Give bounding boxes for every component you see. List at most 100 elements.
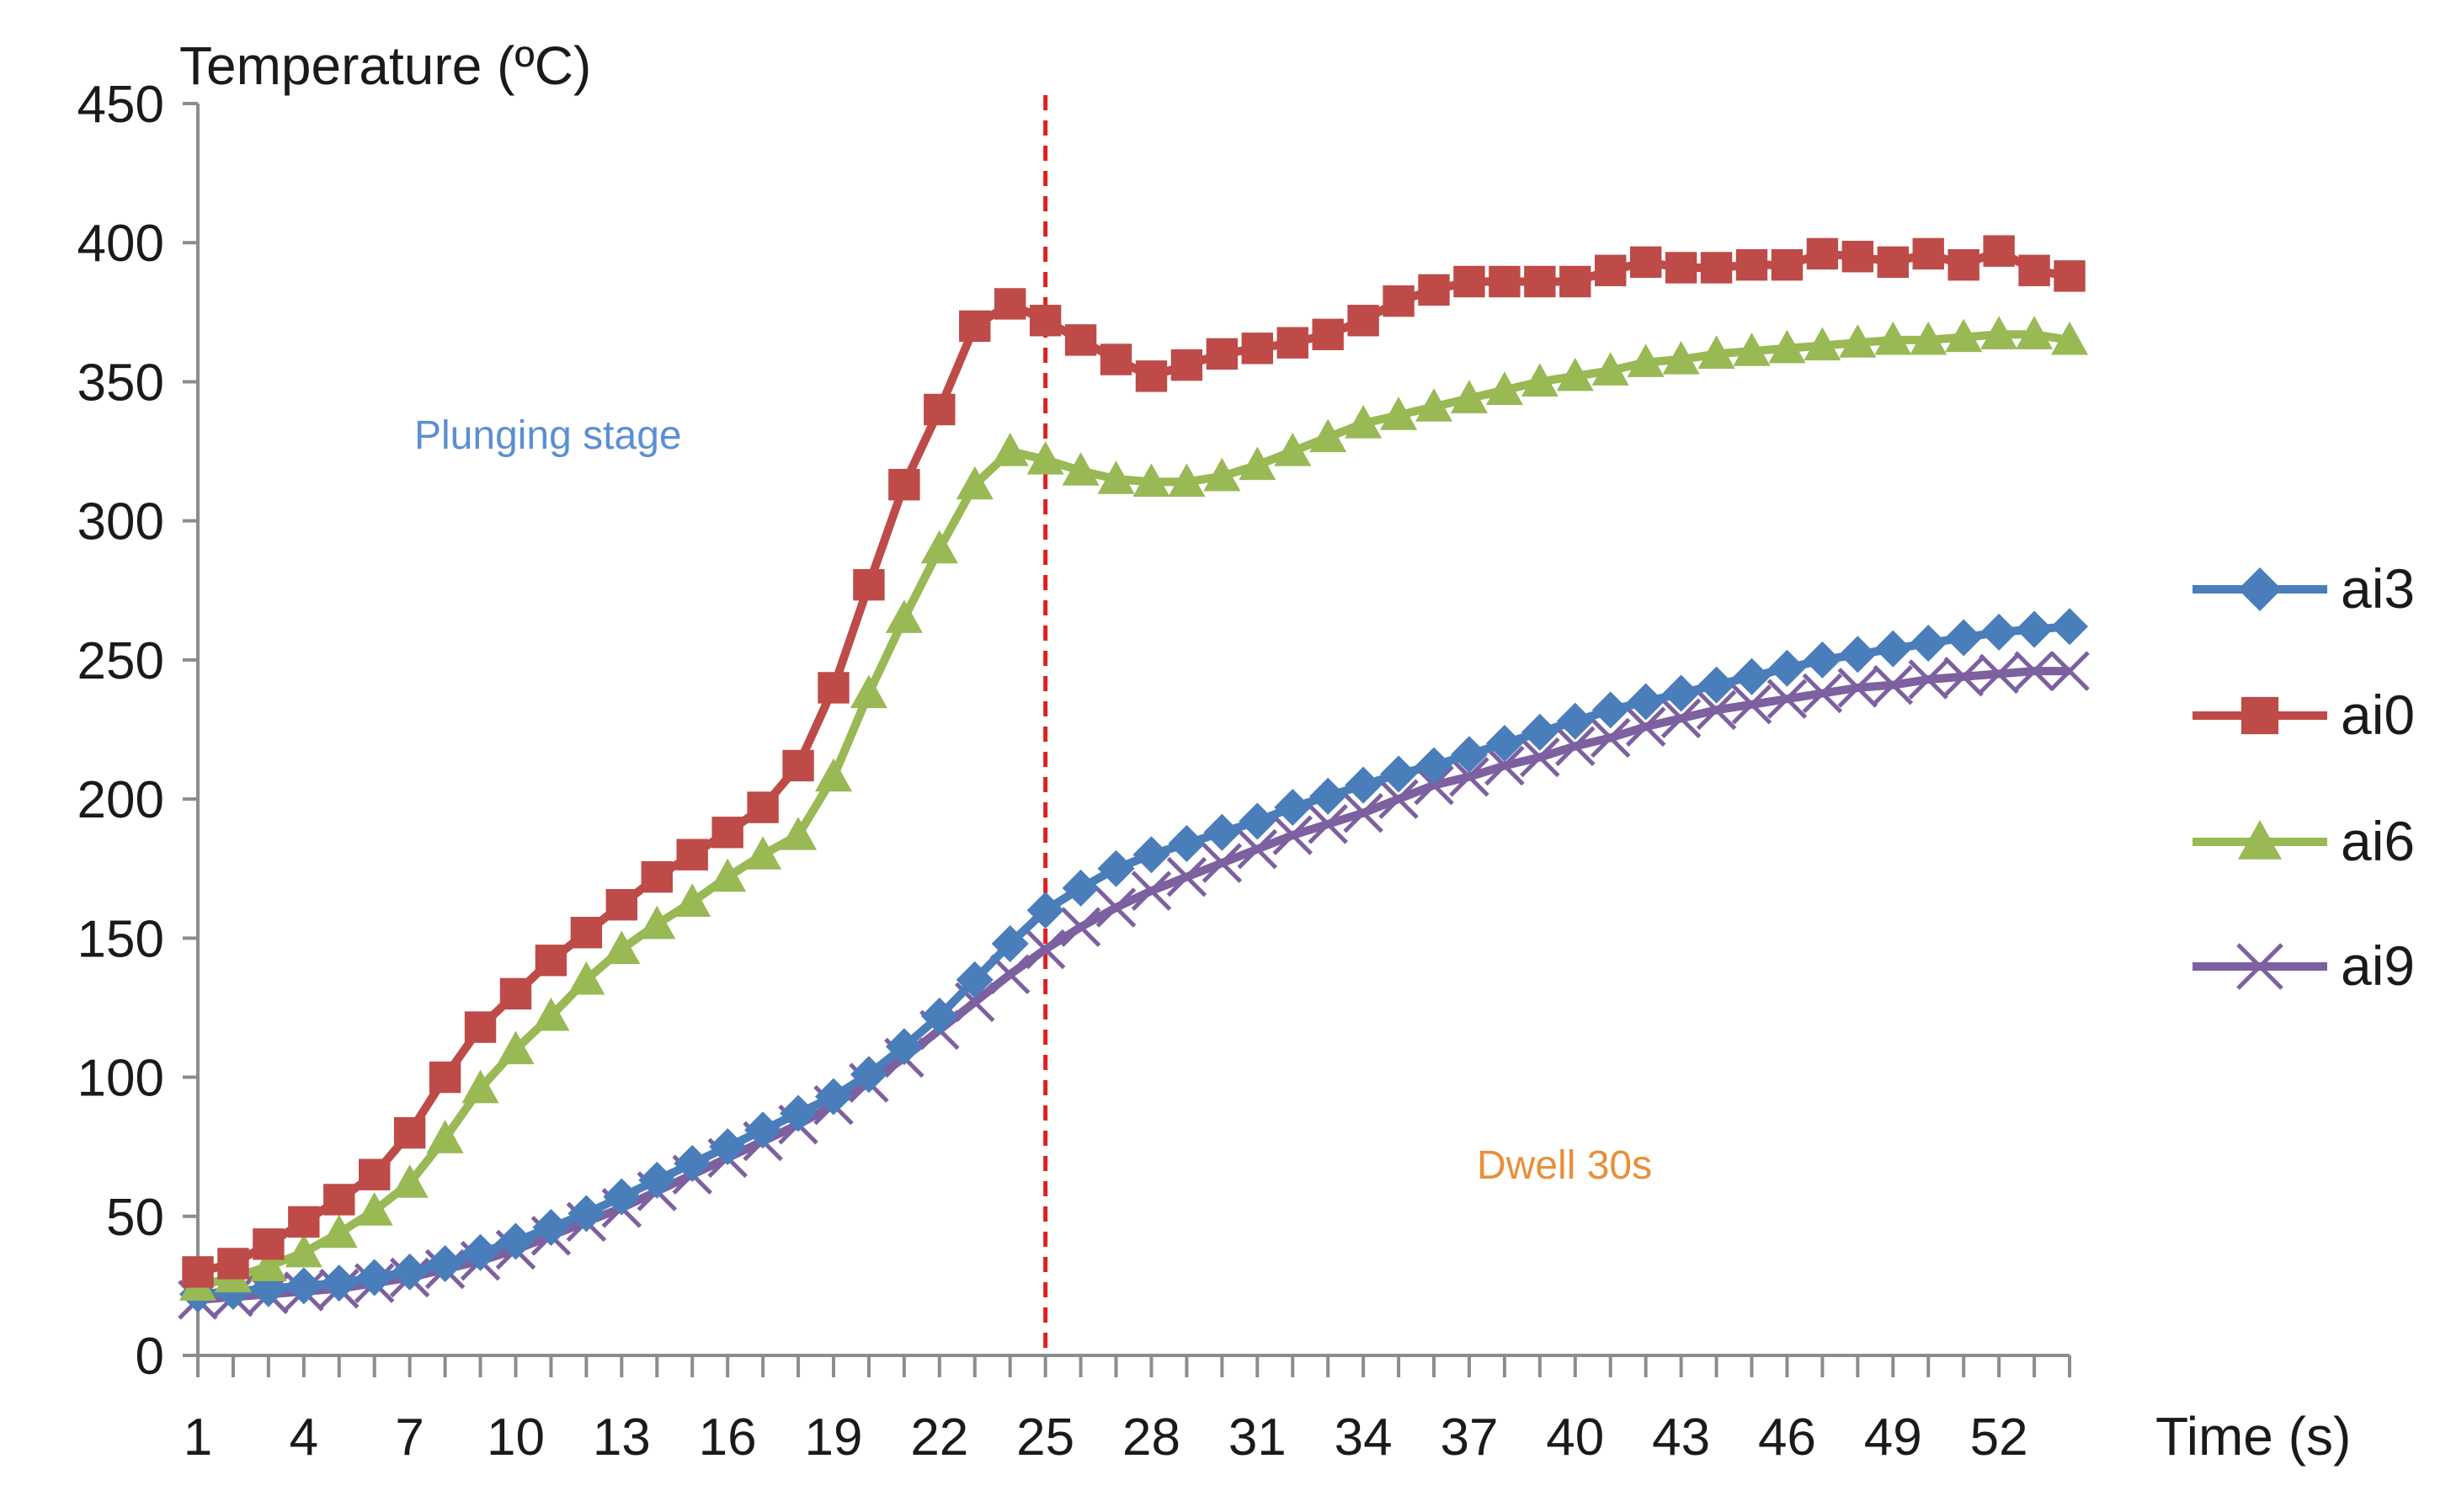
point-ai3-5 [320,1264,358,1302]
point-ai6-10 [497,1030,535,1065]
point-ai0-19 [818,672,850,704]
series-line-ai0 [196,247,2070,1276]
point-ai9-38 [1484,745,1525,786]
point-ai6-46 [1768,329,1806,364]
point-ai3-35 [1380,755,1418,793]
point-ai6-23 [956,466,994,500]
x-tick-label-31: 31 [1228,1408,1287,1467]
x-tick-label-10: 10 [487,1408,545,1467]
legend-item-ai6: ai6 [2193,810,2415,872]
point-ai0-23 [959,310,991,343]
point-ai6-52 [1980,316,2018,349]
x-tick-label-49: 49 [1864,1408,1922,1467]
point-ai3-40 [1556,702,1594,740]
point-ai6-44 [1697,335,1735,369]
annotation-dwell: Dwell 30s [1477,1143,1652,1188]
x-tick-label-7: 7 [395,1408,424,1467]
point-ai3-34 [1345,766,1383,804]
legend-item-ai9: ai9 [2193,934,2415,997]
point-ai0-21 [888,469,920,501]
point-ai9-52 [1979,653,2019,695]
point-ai6-31 [1239,446,1276,481]
axes: 0 50 100 150 200 250 300 350 400 450 1 4 7 10 13 16 19 22… [77,76,2071,1467]
point-ai9-45 [1731,684,1772,725]
series-ai9 [178,651,2090,1320]
point-ai9-41 [1590,717,1631,759]
point-ai0-26 [1064,324,1097,356]
point-ai0-18 [782,749,814,782]
point-ai3-33 [1309,777,1347,815]
x-tick-label-1: 1 [184,1408,212,1467]
point-ai0-53 [2018,254,2050,286]
point-ai0-46 [1771,248,1804,281]
legend-marker-ai3 [2238,567,2282,611]
point-ai3-39 [1521,713,1559,751]
point-ai9-43 [1660,698,1702,739]
x-tick-label-19: 19 [804,1408,862,1467]
point-ai6-45 [1733,333,1771,366]
x-tick-label-16: 16 [699,1408,757,1467]
point-ai6-42 [1627,343,1665,377]
point-ai6-24 [991,433,1029,466]
point-ai0-35 [1383,285,1415,317]
point-ai6-40 [1556,357,1594,391]
point-ai3-8 [426,1244,464,1282]
y-tick-label-350: 350 [77,354,164,412]
point-ai0-2 [217,1248,249,1280]
point-ai6-50 [1910,321,1947,355]
x-tick-label-34: 34 [1335,1408,1393,1467]
point-ai6-5 [320,1214,358,1248]
point-ai3-53 [2016,610,2054,648]
legend-marker-ai9 [2236,943,2283,990]
point-ai0-3 [253,1228,285,1260]
point-ai6-43 [1662,341,1700,375]
point-ai6-51 [1945,318,1983,353]
point-ai3-4 [285,1267,322,1305]
point-ai0-13 [605,888,638,921]
point-ai0-7 [393,1116,426,1149]
point-ai0-27 [1100,343,1132,375]
x-tick-label-13: 13 [593,1408,651,1467]
point-ai6-30 [1203,457,1241,492]
point-ai6-49 [1874,321,1912,355]
point-ai6-36 [1415,388,1453,422]
point-ai9-42 [1625,706,1666,747]
point-ai6-12 [567,961,605,995]
point-ai6-41 [1591,352,1629,386]
point-ai0-40 [1559,265,1591,298]
legend: ai3 ai0 ai6 ai9 [2193,557,2415,997]
point-ai3-32 [1274,789,1312,827]
point-ai0-33 [1312,318,1344,350]
point-ai0-10 [499,977,532,1010]
point-ai0-15 [676,839,708,870]
point-ai3-21 [885,1028,923,1066]
x-tick-label-40: 40 [1546,1408,1604,1467]
point-ai3-12 [567,1195,605,1232]
y-axis-title: Temperature (ºC) [179,35,591,96]
point-ai6-9 [461,1069,499,1104]
x-axis-title: Time (s) [2155,1406,2351,1467]
point-ai0-50 [1912,237,1944,270]
point-ai6-13 [603,930,641,965]
point-ai0-1 [182,1256,214,1288]
point-ai6-15 [674,883,711,917]
y-tick-label-0: 0 [136,1328,164,1386]
point-ai6-37 [1450,380,1488,413]
point-ai6-18 [780,817,818,850]
point-ai0-6 [359,1158,391,1190]
point-ai6-22 [920,530,958,564]
point-ai6-27 [1097,461,1135,494]
point-ai9-44 [1696,689,1737,731]
point-ai3-47 [1804,641,1841,679]
point-ai9-31 [1237,828,1278,870]
point-ai9-53 [2014,651,2054,691]
point-ai3-28 [1132,836,1170,874]
point-ai0-11 [535,945,567,977]
point-ai6-39 [1521,363,1559,397]
legend-marker-ai0 [2241,696,2279,735]
x-tick-label-25: 25 [1016,1408,1074,1467]
point-ai3-31 [1239,802,1276,840]
x-tick-label-37: 37 [1440,1408,1498,1467]
annotation-plunging-stage: Plunging stage [414,413,682,458]
